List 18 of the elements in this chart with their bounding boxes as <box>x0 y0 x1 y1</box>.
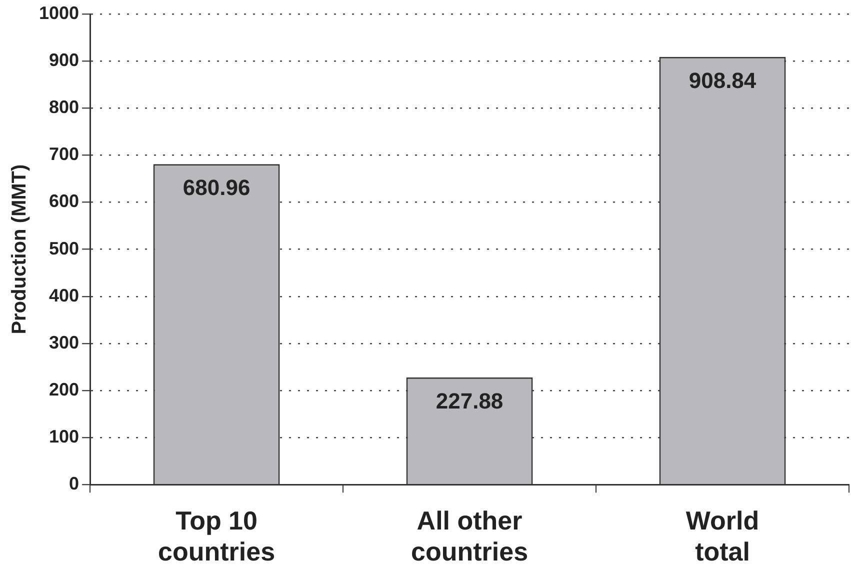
y-tick-label: 300 <box>48 332 80 352</box>
y-tick-label: 200 <box>48 379 80 400</box>
x-tick-label: World total <box>686 505 760 567</box>
y-tick-label: 500 <box>48 238 80 258</box>
y-tick-label: 400 <box>48 285 80 306</box>
data-label: 227.88 <box>436 388 504 414</box>
y-tick-label: 600 <box>48 191 80 212</box>
y-tick-label: 700 <box>48 144 80 164</box>
y-tick-label: 800 <box>48 97 80 118</box>
x-tick-label: All other countries <box>411 505 528 567</box>
y-tick-label: 0 <box>69 474 80 494</box>
y-tick-label: 100 <box>48 426 80 447</box>
y-tick-label: 900 <box>48 50 80 70</box>
data-label: 680.96 <box>182 175 250 200</box>
y-axis-title: Production (MMT) <box>8 164 31 334</box>
data-label: 908.84 <box>688 68 757 93</box>
y-tick-label: 1000 <box>38 2 80 23</box>
x-tick-label: Top 10 countries <box>158 505 276 567</box>
